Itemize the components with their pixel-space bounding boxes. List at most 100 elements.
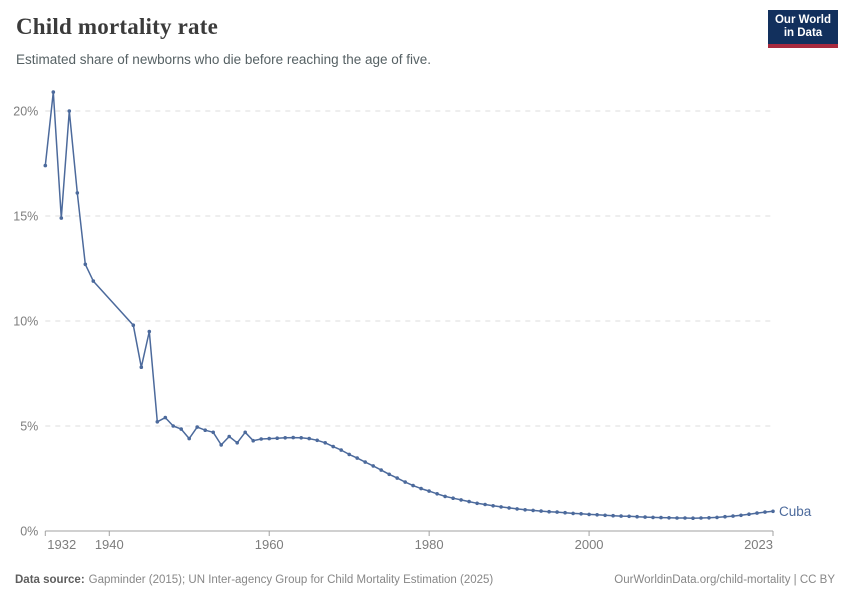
data-point[interactable] — [411, 483, 415, 488]
series-label-cuba[interactable]: Cuba — [779, 504, 812, 519]
data-point[interactable] — [211, 430, 215, 435]
data-point[interactable] — [171, 424, 175, 428]
data-point[interactable] — [315, 438, 320, 443]
data-point[interactable] — [91, 279, 96, 283]
data-point[interactable] — [131, 323, 136, 328]
data-point[interactable] — [59, 216, 64, 220]
data-point[interactable] — [307, 436, 312, 441]
data-point[interactable] — [675, 516, 679, 520]
data-point[interactable] — [67, 109, 72, 113]
data-point[interactable] — [443, 494, 447, 499]
data-point[interactable] — [483, 502, 487, 507]
data-point[interactable] — [667, 516, 671, 520]
data-point[interactable] — [163, 415, 168, 420]
data-point[interactable] — [659, 515, 663, 520]
data-point[interactable] — [243, 430, 247, 435]
cuba-series-line[interactable] — [44, 91, 774, 519]
data-point[interactable] — [323, 441, 328, 445]
data-point[interactable] — [555, 510, 559, 514]
data-point[interactable] — [235, 441, 239, 445]
data-point[interactable] — [371, 464, 376, 468]
data-point[interactable] — [435, 492, 439, 496]
data-point[interactable] — [731, 514, 735, 518]
data-point[interactable] — [187, 436, 191, 441]
data-point[interactable] — [219, 443, 223, 447]
data-point[interactable] — [51, 90, 56, 94]
data-point[interactable] — [651, 515, 655, 520]
data-point[interactable] — [387, 472, 392, 477]
data-point[interactable] — [339, 448, 344, 452]
owid-license-link[interactable]: OurWorldinData.org/child-mortality | CC … — [614, 574, 835, 586]
data-point[interactable] — [747, 512, 751, 516]
data-point[interactable] — [571, 511, 575, 516]
data-source-text: Gapminder (2015); UN Inter-agency Group … — [88, 574, 494, 586]
data-point[interactable] — [763, 510, 767, 514]
data-point[interactable] — [635, 514, 639, 519]
data-point[interactable] — [611, 513, 615, 518]
data-point[interactable] — [691, 516, 695, 520]
data-point[interactable] — [699, 516, 703, 520]
data-point[interactable] — [547, 509, 551, 514]
data-point[interactable] — [355, 456, 360, 460]
owid-logo[interactable]: Our World in Data — [768, 10, 838, 48]
data-point[interactable] — [395, 476, 400, 480]
data-point[interactable] — [251, 438, 255, 443]
data-point[interactable] — [491, 504, 495, 508]
data-point[interactable] — [459, 498, 463, 502]
data-point[interactable] — [155, 420, 160, 424]
data-point[interactable] — [739, 513, 743, 518]
x-axis-tick-label: 2023 — [744, 537, 773, 552]
data-point[interactable] — [43, 163, 48, 168]
data-point[interactable] — [643, 515, 647, 519]
y-axis-tick-label: 10% — [13, 315, 38, 329]
data-point[interactable] — [275, 436, 280, 441]
data-point[interactable] — [299, 436, 304, 440]
data-point[interactable] — [523, 508, 527, 512]
data-point[interactable] — [83, 262, 88, 267]
data-point[interactable] — [771, 509, 775, 514]
data-point[interactable] — [259, 437, 264, 441]
y-axis-tick-label: 0% — [20, 525, 38, 539]
data-point[interactable] — [203, 428, 207, 433]
data-point[interactable] — [619, 514, 623, 518]
data-point[interactable] — [195, 425, 199, 429]
data-point[interactable] — [507, 506, 511, 510]
data-point[interactable] — [563, 510, 567, 515]
data-point[interactable] — [403, 480, 408, 484]
data-point[interactable] — [707, 516, 711, 520]
data-point[interactable] — [723, 514, 727, 519]
data-point[interactable] — [363, 460, 368, 464]
data-point[interactable] — [347, 452, 352, 457]
data-point[interactable] — [627, 514, 631, 519]
data-point[interactable] — [475, 501, 479, 506]
data-point[interactable] — [755, 511, 759, 515]
chart-subtitle: Estimated share of newborns who die befo… — [16, 52, 431, 67]
data-point[interactable] — [451, 496, 455, 501]
data-point[interactable] — [467, 499, 471, 504]
data-point[interactable] — [379, 468, 384, 472]
data-point[interactable] — [147, 329, 152, 334]
data-point[interactable] — [179, 427, 183, 431]
data-point[interactable] — [683, 516, 687, 520]
x-axis-tick-label: 1940 — [95, 537, 124, 552]
data-point[interactable] — [539, 509, 543, 513]
data-point[interactable] — [139, 365, 144, 370]
data-point[interactable] — [227, 434, 231, 439]
data-point[interactable] — [587, 512, 591, 517]
data-point[interactable] — [715, 515, 719, 520]
data-point[interactable] — [603, 513, 607, 518]
data-point[interactable] — [515, 507, 519, 511]
data-point[interactable] — [531, 508, 535, 513]
y-axis-tick-label: 20% — [13, 105, 38, 119]
data-point[interactable] — [499, 505, 503, 509]
data-point[interactable] — [579, 512, 583, 516]
data-point[interactable] — [283, 436, 288, 440]
data-point[interactable] — [595, 513, 599, 517]
data-point[interactable] — [331, 444, 336, 449]
data-point[interactable] — [267, 436, 272, 441]
data-point[interactable] — [75, 191, 80, 195]
data-point[interactable] — [291, 435, 296, 440]
data-point[interactable] — [419, 486, 423, 491]
data-point[interactable] — [427, 489, 431, 493]
